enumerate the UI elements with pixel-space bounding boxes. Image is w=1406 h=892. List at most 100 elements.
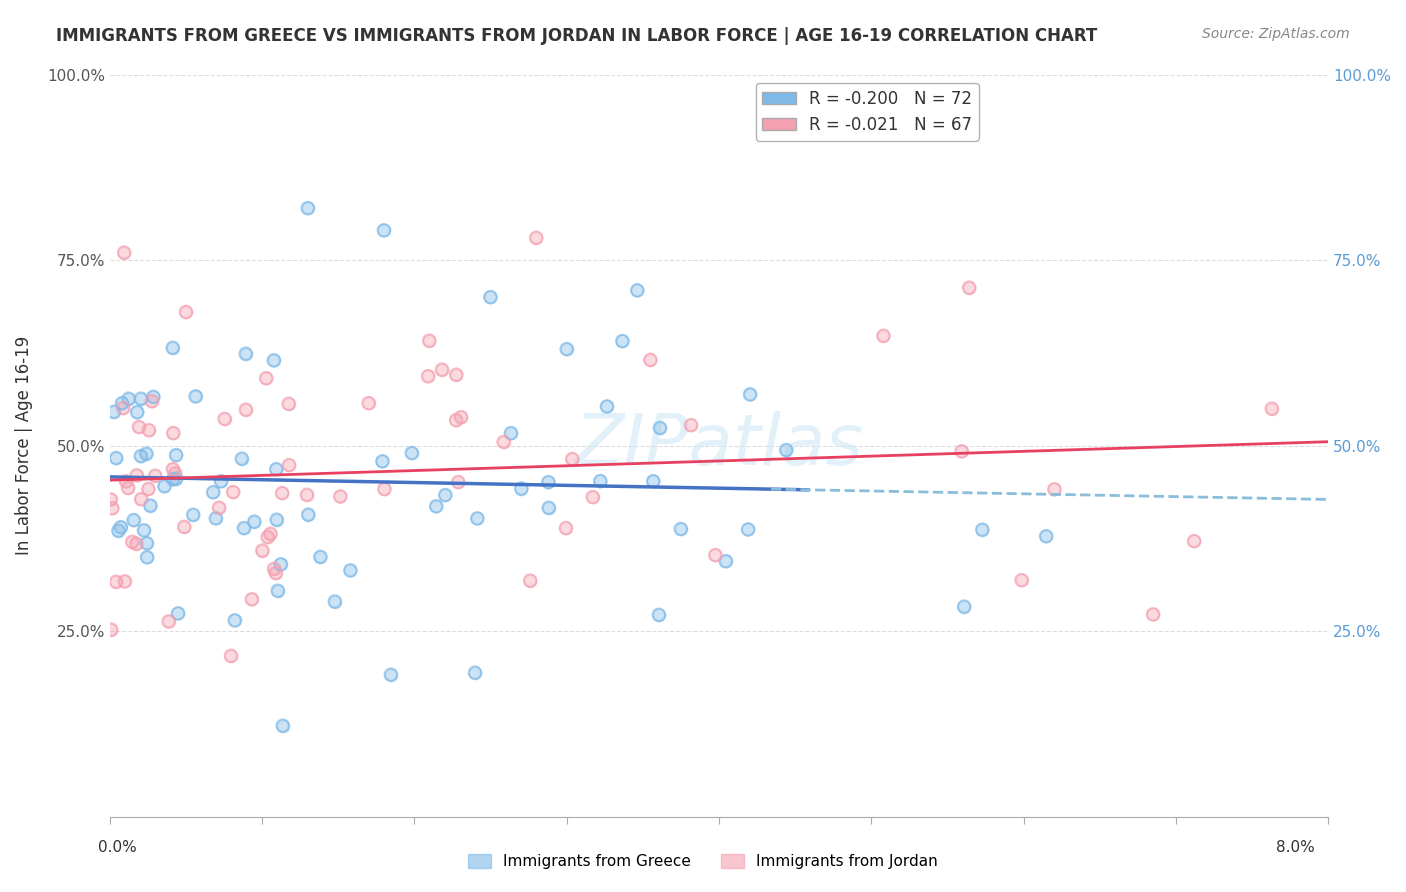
Point: [323, 594, 346, 608]
Point: [537, 500, 560, 515]
Text: Source: ZipAtlas.com: Source: ZipAtlas.com: [1202, 27, 1350, 41]
Point: [418, 334, 440, 348]
Point: [1011, 573, 1033, 587]
Point: [125, 537, 148, 551]
Point: [434, 488, 457, 502]
Point: [122, 513, 145, 527]
Point: [143, 468, 166, 483]
Point: [135, 536, 157, 550]
Point: [222, 485, 245, 500]
Point: [775, 443, 797, 458]
Point: [510, 482, 533, 496]
Point: [254, 371, 277, 385]
Point: [270, 558, 292, 572]
Point: [231, 451, 253, 466]
Point: [582, 490, 605, 504]
Point: [264, 566, 287, 580]
Point: [117, 392, 139, 406]
Point: [184, 389, 207, 403]
Point: [669, 522, 692, 536]
Point: [589, 474, 612, 488]
Point: [209, 475, 232, 489]
Point: [121, 534, 143, 549]
Point: [204, 511, 226, 525]
Point: [648, 607, 671, 622]
Point: [648, 421, 671, 435]
Point: [323, 594, 346, 608]
Point: [184, 389, 207, 403]
Point: [165, 448, 187, 462]
Point: [117, 481, 139, 495]
Point: [121, 534, 143, 549]
Point: [373, 223, 395, 237]
Point: [519, 574, 541, 588]
Point: [129, 449, 152, 463]
Point: [142, 390, 165, 404]
Point: [141, 394, 163, 409]
Point: [972, 523, 994, 537]
Point: [738, 387, 761, 401]
Point: [1261, 401, 1284, 416]
Point: [953, 599, 976, 614]
Point: [434, 488, 457, 502]
Point: [339, 564, 361, 578]
Point: [499, 426, 522, 441]
Point: [114, 574, 136, 589]
Point: [135, 447, 157, 461]
Point: [492, 434, 515, 449]
Point: [240, 592, 263, 607]
Point: [129, 392, 152, 406]
Point: [679, 418, 702, 433]
Point: [165, 448, 187, 462]
Point: [714, 554, 737, 568]
Point: [103, 405, 125, 419]
Point: [263, 353, 285, 368]
Point: [167, 607, 190, 621]
Point: [648, 607, 671, 622]
Point: [107, 524, 129, 538]
Point: [139, 499, 162, 513]
Point: [339, 564, 361, 578]
Point: [492, 434, 515, 449]
Point: [263, 562, 285, 576]
Point: [111, 396, 134, 410]
Point: [111, 396, 134, 410]
Point: [278, 458, 301, 472]
Point: [129, 392, 152, 406]
Point: [1142, 607, 1164, 622]
Point: [270, 558, 292, 572]
Point: [640, 352, 662, 367]
Point: [295, 488, 318, 502]
Point: [202, 485, 225, 500]
Point: [1035, 529, 1057, 543]
Point: [277, 397, 299, 411]
Point: [640, 352, 662, 367]
Point: [561, 452, 583, 467]
Point: [278, 458, 301, 472]
Point: [219, 648, 242, 663]
Point: [125, 468, 148, 483]
Point: [142, 390, 165, 404]
Point: [264, 462, 287, 476]
Point: [537, 475, 560, 490]
Point: [957, 280, 980, 294]
Point: [252, 543, 274, 558]
Point: [105, 574, 128, 589]
Point: [447, 475, 470, 489]
Point: [128, 420, 150, 434]
Point: [264, 462, 287, 476]
Point: [444, 413, 467, 427]
Point: [953, 599, 976, 614]
Point: [1043, 483, 1066, 497]
Point: [519, 574, 541, 588]
Point: [135, 447, 157, 461]
Point: [235, 402, 257, 417]
Point: [132, 524, 155, 538]
Point: [256, 530, 278, 544]
Point: [297, 508, 319, 522]
Point: [295, 488, 318, 502]
Point: [612, 334, 634, 348]
Point: [450, 410, 472, 425]
Point: [555, 342, 578, 356]
Point: [537, 475, 560, 490]
